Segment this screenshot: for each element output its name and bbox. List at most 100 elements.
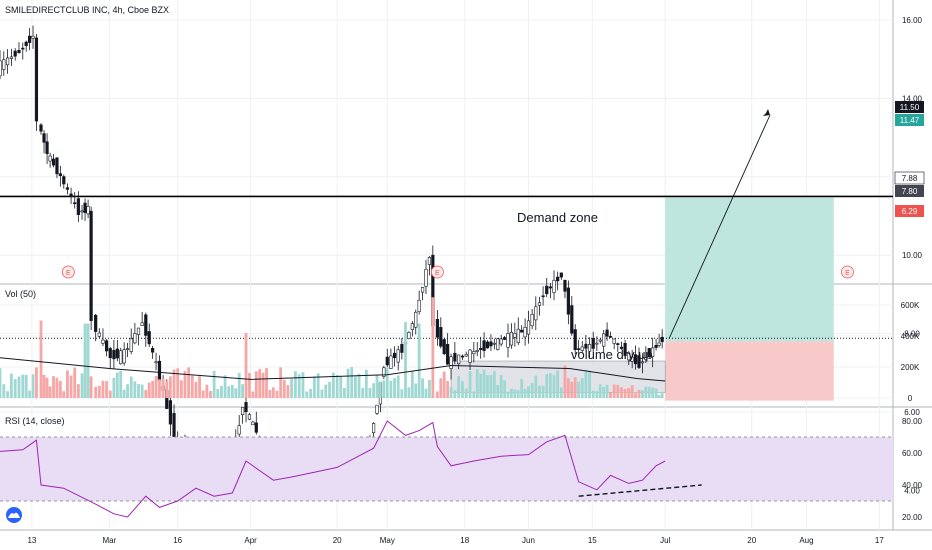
candle[interactable] — [9, 48, 13, 66]
candle[interactable] — [125, 342, 130, 358]
candle[interactable] — [251, 420, 255, 426]
candle[interactable] — [460, 354, 465, 361]
candle[interactable] — [633, 345, 638, 370]
rsi-pane[interactable] — [0, 420, 893, 518]
candle[interactable] — [627, 351, 631, 366]
price-axis[interactable]: 16.0014.0012.0010.008.006.004.00600K400K… — [901, 16, 923, 522]
candle[interactable] — [475, 342, 479, 357]
candle[interactable] — [62, 174, 66, 189]
candle[interactable] — [48, 152, 52, 168]
candle[interactable] — [31, 25, 35, 49]
candle[interactable] — [509, 323, 514, 349]
candle[interactable] — [623, 340, 627, 360]
candle[interactable] — [129, 328, 133, 355]
earnings-marker[interactable]: E — [841, 265, 854, 279]
candle[interactable] — [449, 353, 453, 380]
candle[interactable] — [65, 183, 70, 195]
candle[interactable] — [45, 133, 49, 165]
candle[interactable] — [605, 322, 609, 341]
candle[interactable] — [608, 331, 613, 338]
candle[interactable] — [58, 165, 62, 187]
candle[interactable] — [144, 312, 148, 347]
candle[interactable] — [591, 331, 595, 353]
candle[interactable] — [247, 413, 252, 421]
candle[interactable] — [499, 334, 503, 347]
candle[interactable] — [566, 280, 570, 325]
candle[interactable] — [563, 279, 567, 299]
candle[interactable] — [587, 337, 592, 358]
candle[interactable] — [122, 342, 126, 366]
candle[interactable] — [442, 337, 446, 356]
candle[interactable] — [21, 42, 25, 60]
candle[interactable] — [545, 277, 549, 298]
candle[interactable] — [34, 33, 39, 131]
candle[interactable] — [660, 329, 664, 349]
candle[interactable] — [5, 49, 10, 74]
candle[interactable] — [414, 309, 418, 335]
candle[interactable] — [644, 346, 648, 364]
candle[interactable] — [602, 329, 606, 354]
candle[interactable] — [385, 348, 389, 368]
candle[interactable] — [637, 347, 641, 369]
candle[interactable] — [51, 154, 56, 168]
candle[interactable] — [630, 349, 634, 369]
candle[interactable] — [13, 48, 17, 61]
candle[interactable] — [108, 346, 112, 369]
candle[interactable] — [55, 157, 59, 179]
candle[interactable] — [2, 51, 6, 76]
candle[interactable] — [24, 40, 28, 52]
candle[interactable] — [94, 313, 98, 342]
candle[interactable] — [453, 341, 457, 365]
candle[interactable] — [133, 322, 137, 345]
candle[interactable] — [69, 187, 73, 205]
candle[interactable] — [392, 346, 397, 367]
candle[interactable] — [530, 308, 534, 330]
candle[interactable] — [424, 259, 428, 295]
candle[interactable] — [435, 310, 439, 346]
tradingview-logo-icon[interactable] — [6, 507, 22, 523]
candle[interactable] — [244, 393, 248, 423]
candle[interactable] — [640, 353, 645, 374]
candle[interactable] — [534, 296, 538, 331]
candle[interactable] — [598, 338, 602, 344]
candle[interactable] — [654, 338, 658, 351]
candle[interactable] — [577, 339, 581, 355]
candle[interactable] — [97, 328, 101, 339]
candle[interactable] — [479, 336, 483, 359]
candle[interactable] — [446, 333, 450, 365]
candle[interactable] — [417, 290, 421, 315]
candle[interactable] — [492, 338, 496, 350]
candle[interactable] — [526, 310, 531, 344]
candle[interactable] — [570, 296, 574, 336]
candle[interactable] — [580, 341, 584, 354]
candle[interactable] — [375, 404, 379, 415]
candle[interactable] — [39, 123, 43, 135]
candle[interactable] — [136, 327, 141, 346]
candle[interactable] — [537, 296, 542, 316]
candle[interactable] — [115, 339, 119, 362]
candle[interactable] — [83, 198, 87, 221]
candle[interactable] — [42, 130, 46, 154]
earnings-marker[interactable]: E — [61, 265, 75, 279]
candle[interactable] — [457, 354, 461, 370]
candle[interactable] — [552, 270, 556, 301]
candle[interactable] — [619, 341, 624, 350]
candle[interactable] — [472, 341, 476, 363]
candle[interactable] — [382, 365, 386, 380]
candle[interactable] — [523, 318, 527, 346]
candle[interactable] — [616, 342, 620, 352]
candle[interactable] — [76, 191, 80, 223]
candle[interactable] — [389, 348, 393, 369]
candle[interactable] — [513, 322, 517, 347]
candle[interactable] — [427, 256, 432, 276]
candle[interactable] — [464, 351, 468, 357]
candle[interactable] — [254, 411, 258, 435]
candle[interactable] — [559, 272, 563, 280]
candle[interactable] — [151, 345, 155, 359]
candle[interactable] — [651, 337, 655, 368]
candle[interactable] — [595, 336, 599, 352]
candle[interactable] — [439, 317, 443, 349]
candle[interactable] — [502, 336, 507, 341]
